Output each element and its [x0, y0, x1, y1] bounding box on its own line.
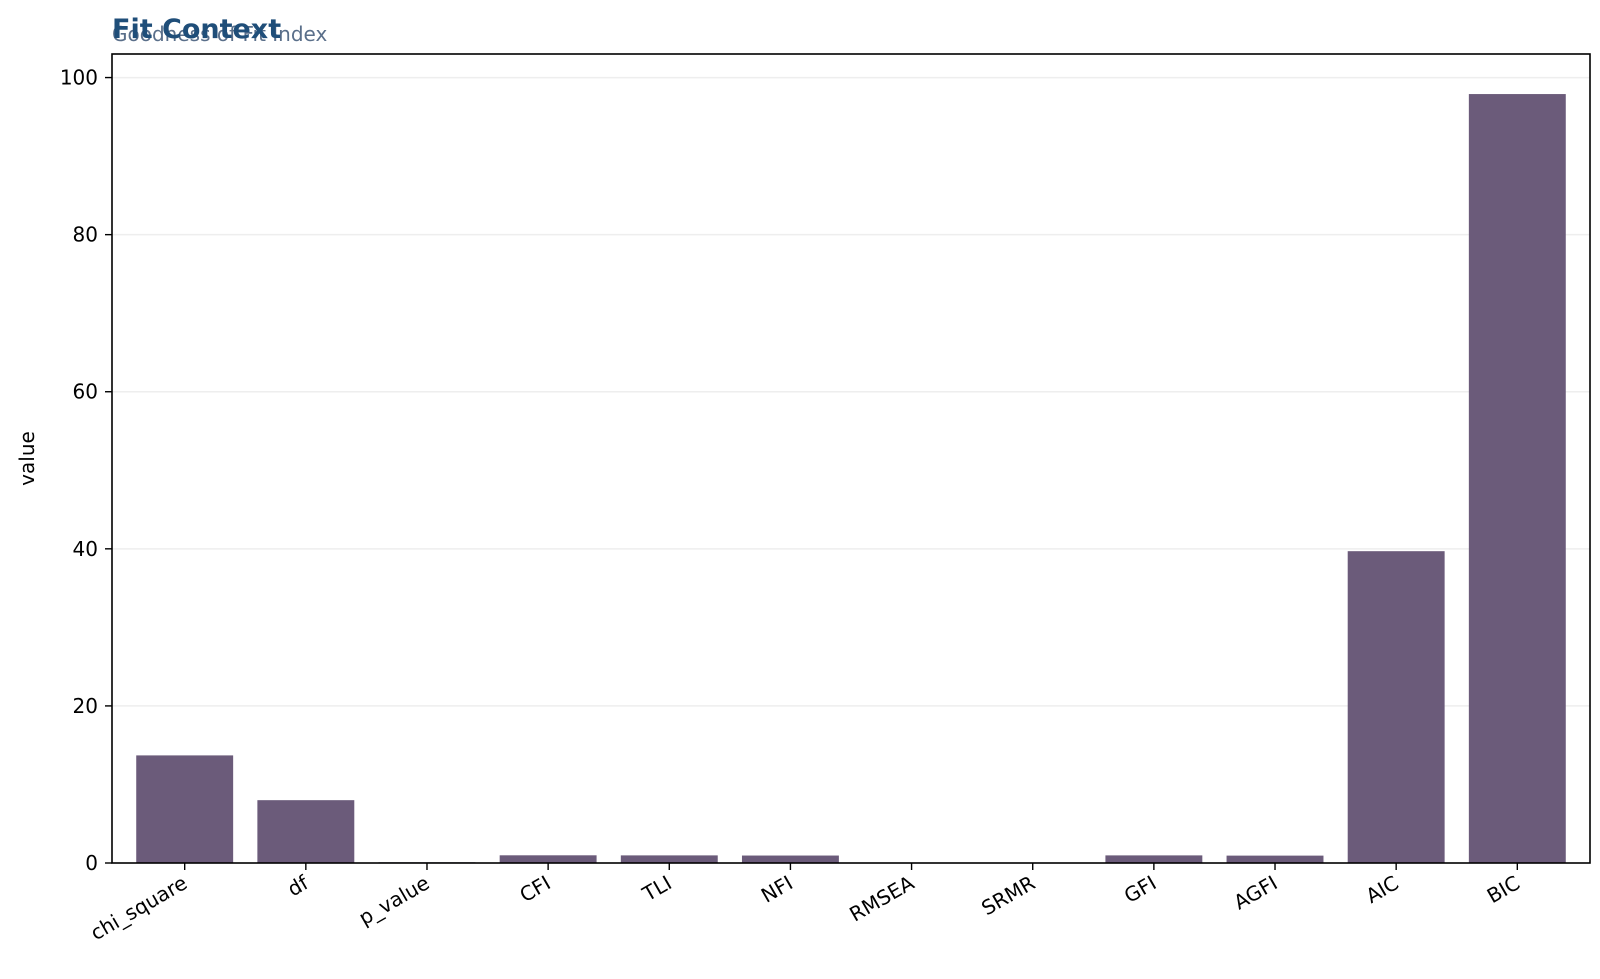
plot-frame [111, 53, 1591, 864]
x-tick-label: SRMR [977, 870, 1039, 920]
y-tick-label: 0 [85, 851, 98, 875]
x-tick-label: NFI [757, 871, 797, 908]
y-tick-label: 40 [73, 537, 98, 561]
bar-cfi [499, 855, 597, 863]
bar-agfi [1226, 855, 1324, 863]
x-tick-label: GFI [1120, 871, 1160, 908]
bar-df [257, 800, 355, 863]
bar-bic [1468, 94, 1566, 864]
y-tick-label: 100 [60, 66, 98, 90]
bar-nfi [741, 855, 839, 863]
y-tick-label: 60 [73, 380, 98, 404]
x-tick-label: AIC [1362, 871, 1403, 909]
y-tick-label: 20 [73, 694, 98, 718]
y-tick-label: 80 [73, 223, 98, 247]
chart-subtitle: Goodness of Fit Index [112, 22, 328, 46]
grid-layer [112, 76, 1590, 707]
bar-gfi [1105, 855, 1203, 863]
y-axis: 0 20 40 60 80 100 [60, 66, 112, 875]
y-axis-label: value [15, 431, 39, 486]
x-axis: chi_square df p_value CFI TLI NFI RMSEA SRMR GFI… [86, 863, 1524, 945]
x-tick-label: RMSEA [845, 870, 918, 926]
x-tick-label: CFI [515, 871, 554, 907]
x-tick-label: TLI [638, 871, 676, 907]
x-tick-label: df [283, 870, 313, 901]
bar-tli [620, 855, 718, 863]
chart-title: Fit Context [112, 14, 281, 45]
bar-aic [1347, 551, 1445, 863]
x-tick-label: BIC [1483, 871, 1524, 909]
x-tick-label: chi_square [86, 871, 191, 945]
bar-chi-square [136, 755, 234, 863]
bars-layer [136, 94, 1566, 864]
x-tick-label: AGFI [1229, 871, 1281, 915]
x-tick-label: p_value [355, 871, 434, 930]
